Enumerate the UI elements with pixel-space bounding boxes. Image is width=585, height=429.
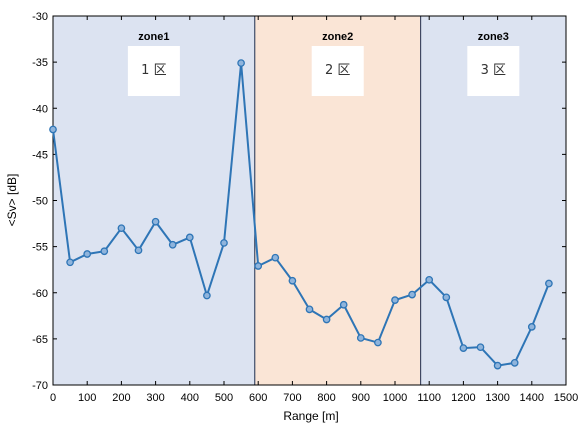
zone-title-3: zone3 <box>478 31 509 43</box>
data-point <box>305 305 314 314</box>
x-tick-label: 500 <box>215 392 233 404</box>
x-tick-label: 400 <box>181 392 199 404</box>
data-point <box>254 262 263 270</box>
y-tick-label: -60 <box>32 288 48 300</box>
data-point <box>49 125 57 134</box>
zone-label-box-1 <box>127 46 180 96</box>
x-tick-label: 900 <box>352 392 370 404</box>
data-point <box>288 276 297 285</box>
x-tick-label: 300 <box>146 392 164 404</box>
x-tick-label: 800 <box>317 392 335 404</box>
y-tick-label: -35 <box>32 57 48 69</box>
data-point <box>545 279 553 288</box>
zone-label-box-3 <box>467 46 520 96</box>
data-point <box>203 291 211 300</box>
x-tick-label: 1200 <box>451 392 475 404</box>
data-point <box>510 359 519 367</box>
y-tick-label: -70 <box>32 380 48 392</box>
data-point <box>374 338 382 347</box>
data-point <box>339 300 348 309</box>
y-tick-label: -50 <box>32 196 48 208</box>
x-tick-label: 1100 <box>417 392 441 404</box>
data-point <box>66 258 74 267</box>
zone-labels-layer: zone1 1 区 zone2 2 区 zone3 3 区 <box>127 31 520 96</box>
zone-label-box-2 <box>311 46 364 96</box>
data-point <box>100 247 109 256</box>
zone-label-3: 3 区 <box>481 63 506 78</box>
x-tick-label: 1000 <box>383 392 407 404</box>
y-tick-label: -55 <box>32 242 48 254</box>
series-layer <box>49 59 553 370</box>
zone-label-2: 2 区 <box>325 63 350 78</box>
data-point <box>356 334 365 342</box>
data-point <box>168 240 177 249</box>
data-point <box>83 250 92 258</box>
data-point <box>408 290 416 299</box>
y-tick-label: -40 <box>32 103 48 115</box>
y-tick-label: -45 <box>32 149 48 161</box>
zone-title-2: zone2 <box>322 31 353 43</box>
x-tick-label: 1300 <box>485 392 509 404</box>
y-axis-title: <Sv> [dB] <box>5 174 19 227</box>
data-point <box>322 315 331 324</box>
y-tick-label: -65 <box>32 334 48 346</box>
y-tick-label: -30 <box>32 11 48 23</box>
data-point <box>391 296 399 304</box>
data-point <box>220 239 228 247</box>
ticks-layer: 0 100 200 300 400 500 600 700 800 900 1000 1100 1200… <box>32 11 578 404</box>
x-tick-label: 200 <box>112 392 130 404</box>
x-tick-label: 0 <box>50 392 56 404</box>
x-tick-label: 600 <box>249 392 267 404</box>
zone-dividers <box>254 16 422 385</box>
x-tick-label: 1500 <box>554 392 578 404</box>
data-point <box>117 224 126 233</box>
data-point <box>425 275 434 284</box>
data-point <box>442 293 451 302</box>
data-point <box>237 59 245 67</box>
zone-title-1: zone1 <box>138 31 169 43</box>
data-point <box>476 343 485 352</box>
data-point <box>493 361 502 370</box>
x-axis-title: Range [m] <box>283 409 338 423</box>
data-point <box>459 344 468 352</box>
zone-label-1: 1 区 <box>141 63 166 78</box>
data-point <box>151 217 160 226</box>
data-point <box>271 253 280 262</box>
x-tick-label: 700 <box>283 392 301 404</box>
data-point <box>134 246 143 255</box>
data-point <box>185 233 194 242</box>
data-point <box>527 323 536 331</box>
x-tick-label: 100 <box>78 392 96 404</box>
x-tick-label: 1400 <box>520 392 544 404</box>
